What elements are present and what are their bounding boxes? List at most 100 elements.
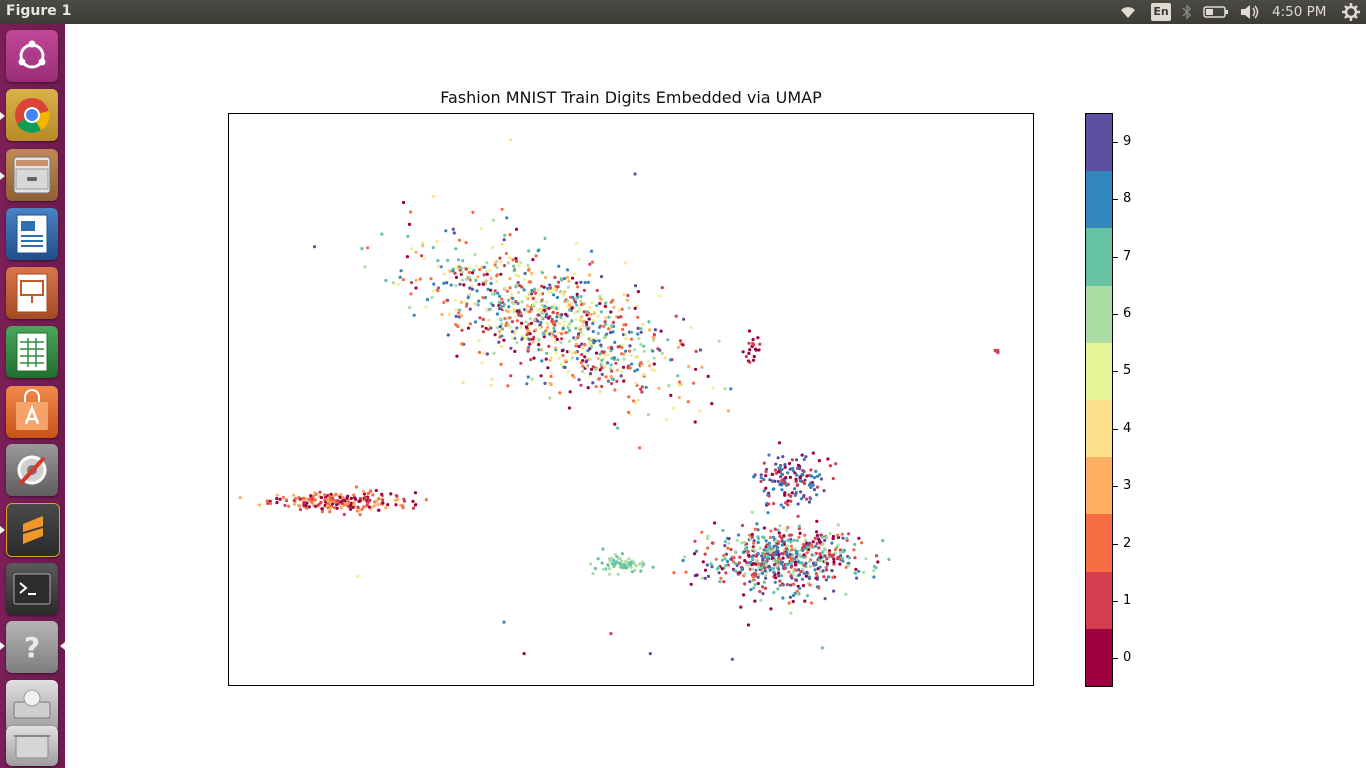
scatter-point xyxy=(821,535,825,539)
scatter-point xyxy=(360,247,364,251)
scatter-point xyxy=(515,326,519,330)
scatter-point xyxy=(477,299,481,303)
system-settings-launcher[interactable] xyxy=(6,444,58,496)
scatter-point xyxy=(567,406,572,410)
scatter-point xyxy=(803,478,807,482)
scatter-point xyxy=(319,501,323,505)
bluetooth-icon[interactable] xyxy=(1178,0,1196,24)
scatter-point xyxy=(468,266,472,270)
scatter-point xyxy=(598,295,602,299)
scatter-point xyxy=(615,379,619,383)
scatter-point xyxy=(526,375,530,379)
scatter-point xyxy=(603,364,607,368)
scatter-point xyxy=(799,497,804,501)
scatter-point xyxy=(744,355,749,359)
scatter-point xyxy=(794,490,798,494)
calc-launcher[interactable] xyxy=(6,326,58,378)
scatter-point xyxy=(652,338,656,342)
svg-text:?: ? xyxy=(24,631,40,664)
scatter-point xyxy=(292,499,296,503)
scatter-point xyxy=(771,479,775,483)
scatter-point xyxy=(459,266,463,270)
scatter-point xyxy=(687,364,691,368)
terminal-launcher[interactable] xyxy=(6,563,58,615)
scatter-point xyxy=(622,565,626,569)
scatter-point xyxy=(726,409,730,413)
scatter-point xyxy=(478,268,482,272)
scatter-point xyxy=(405,255,409,259)
scatter-point xyxy=(756,528,760,532)
files-launcher[interactable] xyxy=(6,149,58,201)
scatter-point xyxy=(542,285,546,289)
scatter-point xyxy=(609,363,613,367)
scatter-point xyxy=(454,308,458,312)
scatter-point xyxy=(719,576,723,580)
scatter-point xyxy=(587,317,591,321)
scatter-point xyxy=(545,321,549,325)
scatter-point xyxy=(537,340,541,344)
scatter-point xyxy=(457,311,461,315)
impress-launcher[interactable] xyxy=(6,267,58,319)
battery-icon[interactable] xyxy=(1202,0,1230,24)
scatter-point xyxy=(344,502,348,506)
wifi-icon[interactable] xyxy=(1116,0,1140,24)
scatter-point xyxy=(633,348,637,352)
scatter-point xyxy=(781,556,785,560)
scatter-point xyxy=(593,339,597,343)
scatter-point xyxy=(505,321,509,325)
scatter-point xyxy=(777,571,781,575)
scatter-point xyxy=(754,562,758,566)
chrome-launcher[interactable] xyxy=(6,89,58,141)
scatter-point xyxy=(514,285,518,289)
scatter-point xyxy=(742,540,747,544)
help-launcher[interactable]: ? xyxy=(6,621,58,673)
scatter-point xyxy=(606,563,610,567)
scatter-point xyxy=(537,343,541,347)
scatter-point xyxy=(663,356,667,360)
scatter-point xyxy=(577,326,581,330)
scatter-point xyxy=(832,562,836,566)
drive-launcher[interactable] xyxy=(6,680,58,732)
scatter-point xyxy=(411,499,415,503)
scatter-point xyxy=(784,547,788,551)
scatter-point xyxy=(596,557,600,561)
scatter-point xyxy=(320,510,324,514)
scatter-point xyxy=(817,586,821,590)
scatter-point xyxy=(620,343,624,347)
scatter-point xyxy=(467,270,471,274)
ubuntu-dash-button[interactable] xyxy=(6,30,58,82)
scatter-point xyxy=(583,280,587,285)
scatter-point xyxy=(476,275,480,279)
keyboard-layout-icon[interactable]: En xyxy=(1151,3,1171,21)
scatter-point xyxy=(398,275,402,279)
scatter-point xyxy=(801,548,805,552)
scatter-point xyxy=(796,514,800,518)
scatter-point xyxy=(413,491,418,495)
scatter-point xyxy=(365,503,369,507)
settings-gear-icon[interactable] xyxy=(1340,0,1362,24)
scatter-point xyxy=(477,282,481,286)
writer-launcher[interactable] xyxy=(6,208,58,260)
scatter-point xyxy=(534,300,538,304)
scatter-point xyxy=(535,308,539,312)
scatter-point xyxy=(786,554,790,559)
scatter-point xyxy=(791,599,795,604)
trash-launcher[interactable] xyxy=(6,726,58,766)
volume-icon[interactable] xyxy=(1238,0,1262,24)
scatter-point xyxy=(581,369,585,373)
scatter-point xyxy=(455,354,459,358)
scatter-point xyxy=(529,273,533,277)
scatter-point xyxy=(711,386,715,390)
scatter-point xyxy=(763,566,767,570)
scatter-point xyxy=(577,257,581,261)
sublime-text-launcher[interactable] xyxy=(6,503,60,557)
clock[interactable]: 4:50 PM xyxy=(1272,4,1327,20)
scatter-point xyxy=(781,596,785,600)
scatter-point xyxy=(574,297,578,301)
software-center-launcher[interactable] xyxy=(6,386,58,438)
scatter-point xyxy=(652,362,656,366)
scatter-point xyxy=(500,327,505,331)
scatter-point xyxy=(613,340,617,344)
scatter-point xyxy=(498,329,502,333)
scatter-point xyxy=(768,550,772,554)
